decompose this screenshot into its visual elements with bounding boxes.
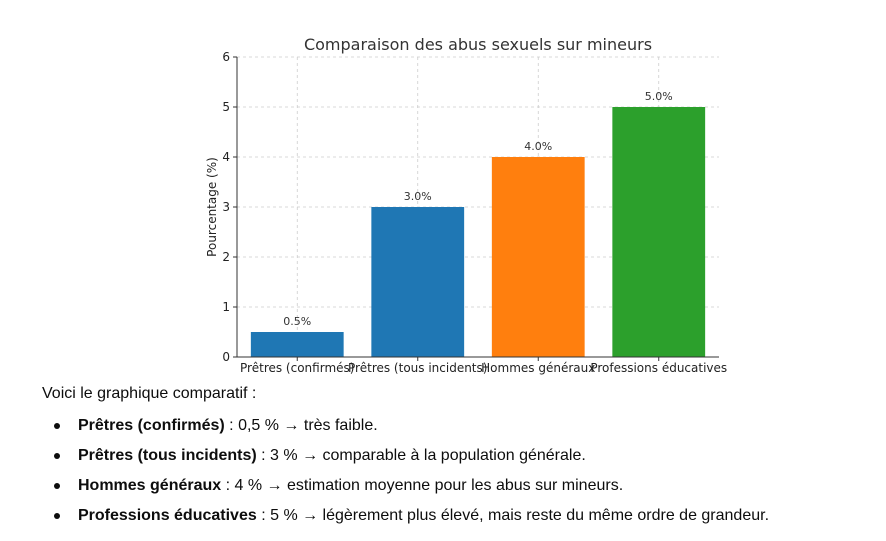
y-tick-label: 4	[222, 150, 230, 164]
summary-intro: Voici le graphique comparatif :	[42, 385, 257, 402]
bar-chart: Comparaison des abus sexuels sur mineurs…	[205, 35, 727, 375]
bullet-icon	[54, 513, 60, 519]
list-item: Hommes généraux : 4 % → estimation moyen…	[42, 475, 872, 497]
y-axis-label: Pourcentage (%)	[205, 157, 219, 257]
chart-title: Comparaison des abus sexuels sur mineurs	[304, 35, 652, 54]
bullet-icon	[54, 483, 60, 489]
bar	[250, 332, 344, 357]
data-label: 3.0%	[404, 190, 432, 203]
y-tick-label: 5	[222, 100, 230, 114]
bar	[371, 207, 465, 357]
data-label: 0.5%	[283, 315, 311, 328]
list-item: Prêtres (tous incidents) : 3 % → compara…	[42, 445, 872, 467]
chart-summary: Voici le graphique comparatif : Prêtres …	[42, 383, 872, 535]
bars-layer	[250, 107, 706, 357]
x-tick-label: Hommes généraux	[481, 361, 595, 375]
item-term: Prêtres (tous incidents)	[78, 447, 257, 464]
labels-layer: 0 1 2 3 4 5 6 0.5% Prêtres (confirmés) 3.0% Prêtre…	[222, 50, 727, 375]
y-tick-label: 1	[222, 300, 230, 314]
y-tick-label: 6	[222, 50, 230, 64]
item-term: Prêtres (confirmés)	[78, 417, 225, 434]
item-term: Hommes généraux	[78, 477, 222, 494]
y-tick-label: 0	[222, 350, 230, 364]
data-label: 4.0%	[524, 140, 552, 153]
y-tick-label: 2	[222, 250, 230, 264]
list-item: Professions éducatives : 5 % → légèremen…	[42, 505, 872, 527]
list-item: Prêtres (confirmés) : 0,5 % → très faibl…	[42, 415, 872, 437]
x-tick-label: Professions éducatives	[590, 361, 727, 375]
x-tick-label: Prêtres (tous incidents)	[348, 361, 487, 375]
bullet-icon	[54, 453, 60, 459]
item-text: 0,5 % → très faible.	[238, 417, 378, 434]
item-text: 4 % → estimation moyenne pour les abus s…	[234, 477, 624, 494]
y-tick-label: 3	[222, 200, 230, 214]
item-separator: :	[224, 417, 239, 434]
bar	[612, 107, 706, 357]
item-separator: :	[256, 507, 271, 524]
x-tick-label: Prêtres (confirmés)	[240, 361, 354, 375]
item-separator: :	[256, 447, 271, 464]
bar	[491, 157, 585, 357]
summary-list: Prêtres (confirmés) : 0,5 % → très faibl…	[42, 415, 872, 527]
item-term: Professions éducatives	[78, 507, 257, 524]
data-label: 5.0%	[645, 90, 673, 103]
chart-canvas: Comparaison des abus sexuels sur mineurs…	[205, 35, 727, 375]
item-separator: :	[221, 477, 235, 494]
bullet-icon	[54, 423, 60, 429]
item-text: 5 % → légèrement plus élevé, mais reste …	[270, 507, 770, 524]
axes-layer	[233, 56, 719, 361]
item-text: 3 % → comparable à la population général…	[270, 447, 586, 464]
